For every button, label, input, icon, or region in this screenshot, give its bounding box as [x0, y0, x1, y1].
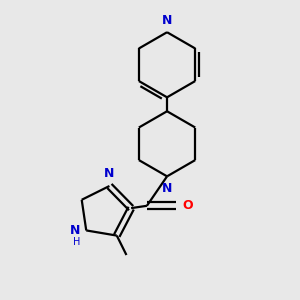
Text: O: O [182, 199, 193, 212]
Text: N: N [70, 224, 81, 237]
Text: N: N [162, 182, 172, 195]
Text: N: N [162, 14, 172, 27]
Text: N: N [104, 167, 115, 180]
Text: H: H [73, 237, 81, 247]
